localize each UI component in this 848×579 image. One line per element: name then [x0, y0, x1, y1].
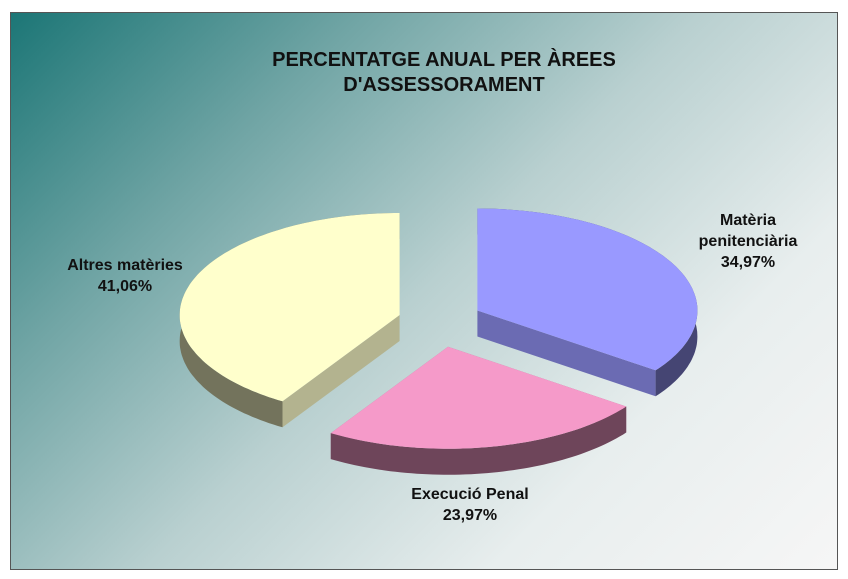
chart-area — [10, 12, 838, 570]
slice-wall — [282, 315, 400, 428]
slice — [330, 346, 627, 449]
slice-value-label: 23,97% — [442, 507, 498, 524]
chart-title: PERCENTATGE ANUAL PER ÀREES D'ASSESSORAM… — [272, 49, 616, 96]
slice-category-label: Matèria penitenciària — [698, 212, 798, 250]
slice — [477, 208, 698, 371]
slice-value-label: 41,06% — [97, 278, 153, 295]
slice — [179, 213, 400, 402]
slice-wall — [477, 310, 656, 397]
slice-side — [330, 406, 627, 475]
slice-value-label: 34,97% — [720, 254, 776, 271]
slice-category-label: Execució Penal — [411, 486, 529, 503]
slice-category-label: Altres matèries — [67, 257, 183, 274]
